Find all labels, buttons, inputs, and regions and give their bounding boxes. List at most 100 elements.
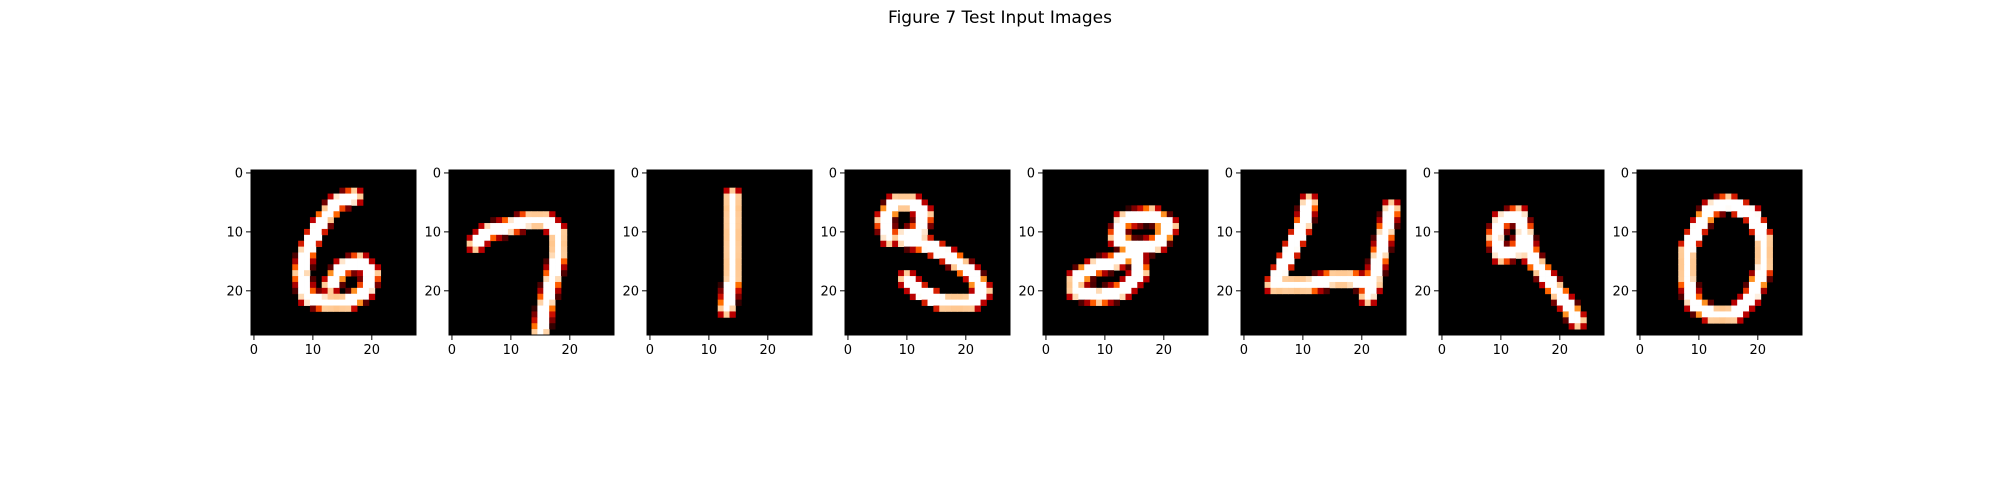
pixel-cell (1690, 217, 1697, 224)
pixel-cell (909, 223, 917, 230)
pixel-cell (921, 223, 928, 230)
pixel-cell (898, 281, 905, 289)
pixel-cell (886, 228, 893, 236)
pixel-cell (735, 281, 742, 289)
pixel-cell (735, 199, 742, 206)
pixel-cell (345, 205, 352, 212)
pixel-cell (351, 293, 358, 301)
pixel-cell (1580, 317, 1587, 324)
pixel-cell (1509, 211, 1516, 218)
pixel-cell (309, 258, 317, 265)
pixel-cell (1311, 287, 1318, 295)
pixel-cell (892, 228, 899, 236)
pixel-cell (549, 223, 556, 230)
pixel-cell (1713, 199, 1720, 206)
pixel-cell (537, 287, 544, 295)
pixel-cell (1323, 281, 1330, 289)
pixel-cell (729, 223, 736, 230)
pixel-cell (903, 228, 911, 236)
pixel-cell (1684, 246, 1691, 253)
pixel-cell (886, 217, 893, 224)
pixel-cell (1341, 281, 1348, 289)
pixel-cell (304, 293, 311, 301)
pixel-cell (723, 293, 730, 301)
pixel-cell (549, 228, 556, 236)
pixel-cell (717, 305, 724, 312)
pixel-cell (345, 270, 352, 277)
pixel-cell (531, 223, 538, 230)
pixel-cell (543, 211, 550, 218)
pixel-cell (723, 246, 730, 253)
pixel-cell (1154, 234, 1162, 242)
pixel-cell (543, 217, 550, 224)
pixel-cell (956, 258, 964, 265)
pixel-cell (1486, 234, 1493, 242)
pixel-cell (327, 276, 334, 283)
pixel-cell (531, 329, 538, 336)
pixel-cell (333, 199, 340, 206)
pixel-cell (1754, 293, 1762, 301)
pixel-cell (1713, 305, 1720, 312)
pixel-cell (1562, 305, 1570, 312)
pixel-cell (1282, 246, 1289, 253)
pixel-cell (351, 193, 358, 200)
pixel-cell (321, 223, 328, 230)
pixel-cell (315, 299, 323, 306)
axes-frame (1636, 169, 1803, 336)
pixel-cell (1341, 276, 1348, 283)
pixel-cell (1096, 258, 1103, 265)
pixel-cell (1299, 217, 1307, 224)
pixel-cell (903, 246, 911, 253)
pixel-cell (304, 252, 311, 259)
pixel-cell (345, 258, 352, 265)
pixel-cell (1270, 270, 1277, 277)
pixel-cell (549, 246, 556, 253)
pixel-cell (1370, 293, 1377, 301)
pixel-cell (1707, 311, 1714, 318)
pixel-cell (1131, 211, 1138, 218)
pixel-cell (1143, 264, 1150, 271)
pixel-cell (1107, 293, 1115, 301)
pixel-cell (1311, 276, 1318, 283)
pixel-cell (1119, 264, 1126, 271)
pixel-cell (1743, 299, 1750, 306)
pixel-cell (735, 211, 742, 218)
pixel-cell (1568, 293, 1575, 301)
pixel-cell (1358, 270, 1366, 277)
pixel-cell (362, 276, 370, 283)
pixel-cell (921, 240, 928, 247)
pixel-cell (735, 299, 742, 306)
pixel-cell (1294, 211, 1301, 218)
pixel-cell (735, 193, 742, 200)
y-tick-label: 0 (235, 166, 243, 181)
pixel-cell (1084, 258, 1091, 265)
pixel-cell (1766, 252, 1773, 259)
pixel-cell (1695, 281, 1703, 289)
image-panel-8: 0 10 20 0 10 20 (1018, 166, 1209, 358)
pixel-cell (1678, 258, 1685, 265)
pixel-cell (1695, 287, 1703, 295)
pixel-cell (484, 228, 491, 236)
pixel-cell (549, 211, 556, 218)
pixel-cell (309, 217, 317, 224)
pixel-cell (1701, 311, 1709, 318)
pixel-cell (298, 264, 305, 271)
pixel-cell (1288, 264, 1295, 271)
pixel-cell (880, 234, 887, 242)
pixel-cell (892, 211, 899, 218)
pixel-cell (735, 234, 742, 242)
pixel-cell (729, 211, 736, 218)
pixel-cell (549, 281, 556, 289)
pixel-cell (351, 299, 358, 306)
pixel-cell (1568, 305, 1575, 312)
pixel-cell (927, 293, 934, 301)
pixel-cell (1276, 281, 1283, 289)
y-tick-label: 20 (1612, 284, 1629, 299)
pixel-cell (968, 305, 976, 312)
pixel-cell (1766, 264, 1773, 271)
pixel-cell (1743, 217, 1750, 224)
pixel-cell (1078, 281, 1085, 289)
pixel-cell (1172, 223, 1179, 230)
pixel-cell (1107, 228, 1115, 236)
y-tick-label: 0 (829, 166, 837, 181)
